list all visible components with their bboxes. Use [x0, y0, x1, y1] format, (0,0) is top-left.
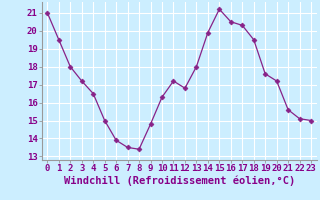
X-axis label: Windchill (Refroidissement éolien,°C): Windchill (Refroidissement éolien,°C) [64, 176, 295, 186]
